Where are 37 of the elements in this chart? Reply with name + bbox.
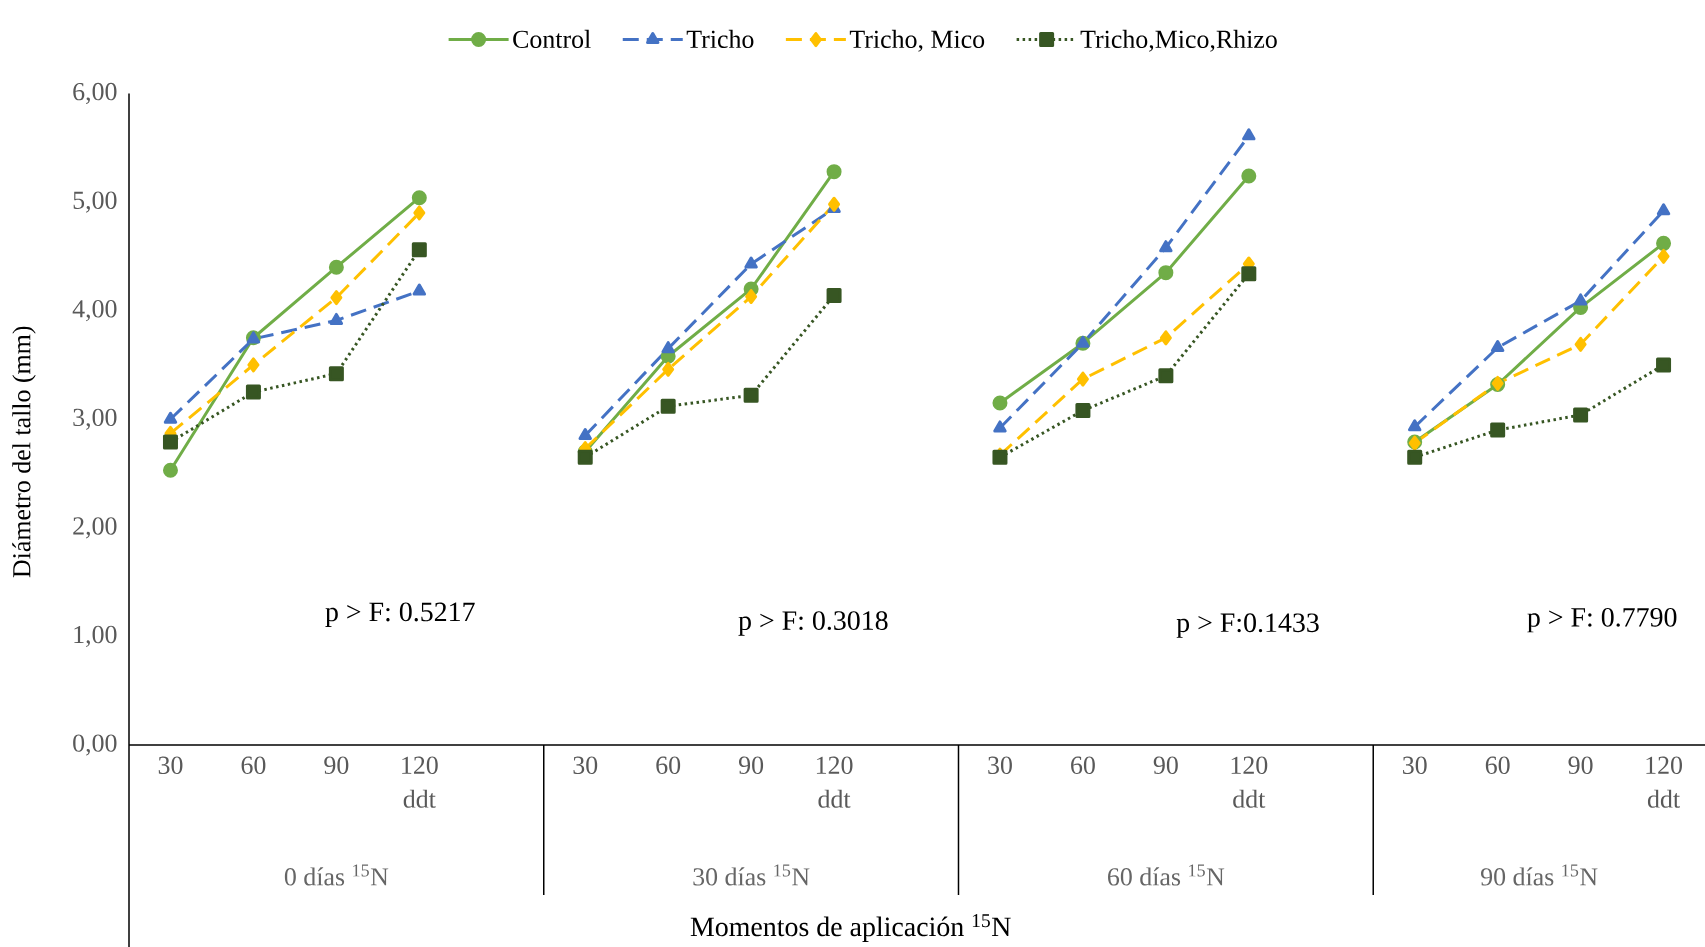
x-tick-label: 30	[158, 756, 183, 774]
x-tick-label: 60	[1071, 756, 1095, 774]
x-tick-label: 30	[1402, 756, 1427, 774]
x-tick-label: 60	[241, 756, 266, 774]
x-tick-label: 90	[1568, 756, 1593, 774]
x-tick-label: 90	[324, 756, 349, 774]
x-axis-title: Momentos de aplicación $^{15}$N	[690, 914, 1011, 942]
y-axis-title: Diámetro del tallo (mm)	[12, 326, 36, 578]
legend-label: Tricho,Mico,Rhizo	[1080, 29, 1277, 52]
y-tick-label: 3,00	[73, 408, 117, 430]
legend-label: Tricho, Mico	[849, 29, 985, 52]
y-tick-label: 0,00	[73, 734, 117, 756]
text: 90 días $^{15}$N	[1481, 864, 1598, 886]
legend-label: Tricho	[686, 29, 754, 49]
x-tick-label: 120 ddt	[1646, 756, 1682, 808]
y-tick-label: 6,00	[73, 82, 117, 105]
x-tick-label: 90	[739, 756, 764, 774]
y-tick-label: 5,00	[73, 191, 117, 213]
text: 0 días $^{15}$N	[284, 864, 389, 886]
x-tick-label: 120 ddt	[816, 756, 853, 808]
x-tick-label: 30	[988, 756, 1012, 774]
x-tick-label: 30	[573, 756, 598, 774]
annotation: p > F: 0.3018	[738, 611, 888, 636]
x-tick-label: 120 ddt	[402, 756, 438, 808]
legend-label: Control	[513, 29, 591, 49]
y-tick-label: 4,00	[72, 300, 117, 322]
x-tick-label: 60	[656, 756, 681, 774]
text: 60 días $^{15}$N	[1108, 864, 1225, 886]
x-tick-label: 60	[1485, 756, 1510, 774]
annotation: p > F: 0.5217	[325, 602, 475, 627]
y-tick-label: 1,00	[74, 625, 117, 648]
y-tick-label: 2,00	[73, 517, 117, 539]
x-tick-label: 90	[1153, 756, 1178, 774]
x-tick-label: 120 ddt	[1231, 756, 1268, 808]
annotation: p > F:0.1433	[1176, 613, 1319, 638]
annotation: p > F: 0.7790	[1527, 607, 1677, 633]
text: 30 días $^{15}$N	[693, 864, 810, 886]
